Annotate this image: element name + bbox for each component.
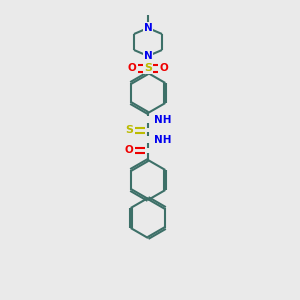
Text: O: O: [124, 145, 134, 155]
Text: S: S: [125, 125, 133, 135]
Text: S: S: [144, 63, 152, 73]
Text: O: O: [128, 63, 136, 73]
Text: NH: NH: [154, 135, 172, 145]
Text: NH: NH: [154, 115, 172, 125]
Text: N: N: [144, 23, 152, 33]
Text: N: N: [144, 51, 152, 61]
Text: O: O: [160, 63, 168, 73]
